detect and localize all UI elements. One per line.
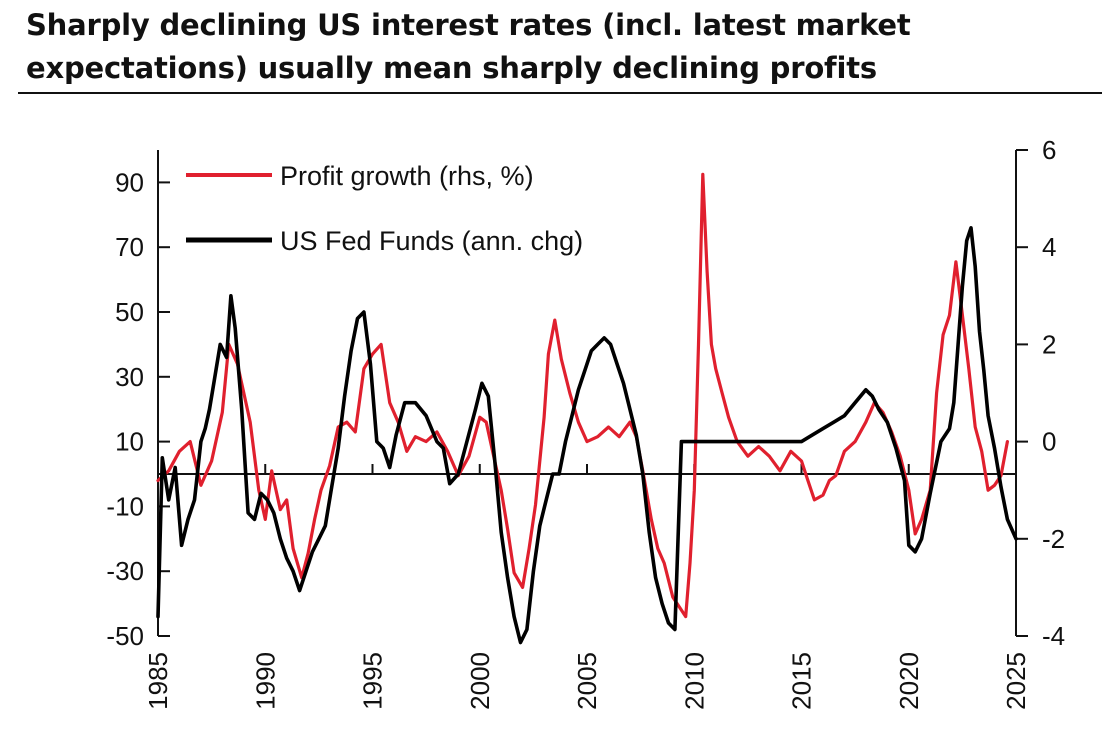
- x-tick-label: 2000: [465, 652, 495, 710]
- right-tick-label: 4: [1042, 232, 1056, 262]
- right-tick-label: 6: [1042, 135, 1056, 165]
- fed-funds-line: [156, 226, 1018, 645]
- left-tick-label: 90: [115, 167, 144, 197]
- x-tick-label: 1990: [250, 652, 280, 710]
- legend: Profit growth (rhs, %) US Fed Funds (ann…: [186, 161, 583, 256]
- right-tick-label: -2: [1042, 524, 1065, 554]
- left-tick-label: 10: [115, 427, 144, 457]
- left-tick-label: -10: [106, 491, 144, 521]
- ticks: 90 70 50 30 10 -10 -30 -50 6 4 2 0 -2 -4 1985 1990 1995 2…: [106, 135, 1065, 710]
- x-tick-label: 2015: [787, 652, 817, 710]
- x-tick-label: 1995: [358, 652, 388, 710]
- left-tick-label: 50: [115, 297, 144, 327]
- left-tick-label: 30: [115, 362, 144, 392]
- right-tick-label: 0: [1042, 427, 1056, 457]
- left-tick-label: 70: [115, 232, 144, 262]
- title-underline: [18, 92, 1102, 94]
- chart-title: Sharply declining US interest rates (inc…: [26, 8, 911, 85]
- x-tick-label: 1985: [143, 652, 173, 710]
- x-tick-label: 2010: [679, 652, 709, 710]
- legend-label-profit-growth: Profit growth (rhs, %): [280, 161, 534, 191]
- left-tick-label: -30: [106, 556, 144, 586]
- right-tick-label: 2: [1042, 329, 1056, 359]
- legend-label-fed-funds: US Fed Funds (ann. chg): [280, 226, 583, 256]
- x-tick-label: 2005: [572, 652, 602, 710]
- left-tick-label: -50: [106, 621, 144, 651]
- axes: [157, 150, 1017, 636]
- profit-growth-line: [156, 172, 1009, 619]
- x-tick-label: 2025: [1001, 652, 1031, 710]
- right-tick-label: -4: [1042, 621, 1065, 651]
- x-tick-label: 2020: [894, 652, 924, 710]
- series-layer: [156, 172, 1018, 645]
